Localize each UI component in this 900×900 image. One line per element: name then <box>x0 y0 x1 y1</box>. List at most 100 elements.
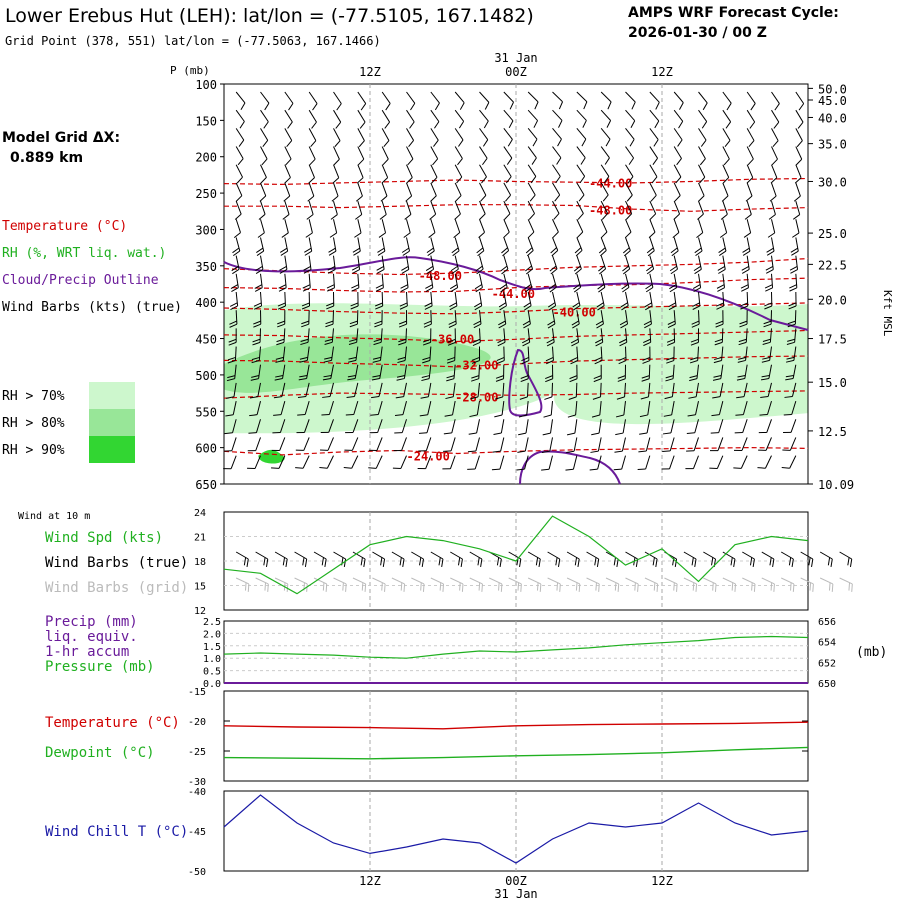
wind-tick-label: 24 <box>194 508 206 519</box>
wind-barb-feather <box>471 378 479 382</box>
wind-barb-feather <box>781 466 790 469</box>
wind-tick-label: 18 <box>194 557 206 568</box>
wind-barb-feather <box>473 323 482 329</box>
wind-barb-feather <box>471 375 480 379</box>
wind-barb-feather <box>721 195 729 202</box>
wind-barb-feather <box>495 396 503 400</box>
wind-barb-feather <box>451 247 459 254</box>
wind-barb-feather <box>689 360 698 364</box>
wind-barb-feather <box>471 356 480 361</box>
wind-barb-feather <box>300 338 309 342</box>
wind-barb-grid <box>508 577 522 585</box>
wind-barb-feather <box>688 396 697 399</box>
wind-barb-feather <box>750 103 756 111</box>
wind-barb-feather <box>277 323 285 328</box>
wind-barb-feather <box>401 265 409 271</box>
wind-barb-feather <box>399 302 408 307</box>
wind-barb-feather <box>790 269 798 274</box>
wind-barb <box>379 346 383 361</box>
wind-barb-true-feather <box>555 557 558 566</box>
wind-barb <box>552 255 558 270</box>
wind-barb <box>329 382 334 397</box>
wind-barb-feather <box>554 194 561 202</box>
wind-barb <box>600 255 607 270</box>
wind-barb-feather <box>279 265 287 271</box>
wind-barb <box>647 401 651 416</box>
wind-barb-feather <box>541 468 550 471</box>
wind-barb-feather <box>673 213 680 220</box>
wind-barb-feather <box>498 320 506 326</box>
wind-barb-true <box>274 551 288 560</box>
wind-barb <box>771 91 780 104</box>
rh-key-label: RH > 80% <box>2 416 65 431</box>
wind-barb-feather <box>311 121 317 129</box>
wind-barb-feather <box>520 378 529 383</box>
wind-barb <box>576 182 585 196</box>
wind-barb-grid-feather <box>753 583 756 592</box>
wind-barb-feather <box>327 266 336 271</box>
wind-barb-feather <box>496 360 505 365</box>
wind-barb-feather <box>767 232 776 238</box>
wind-barb-feather <box>638 450 647 453</box>
wind-barb-feather <box>740 305 748 310</box>
wind-barb-feather <box>275 375 284 378</box>
wind-barb <box>719 382 724 397</box>
temperature-contour-label: -44.00 <box>589 177 632 191</box>
wind-barb-feather <box>591 432 600 436</box>
wind-barb <box>503 91 514 103</box>
wind-barb <box>771 164 778 178</box>
wind-barb <box>526 401 529 416</box>
wind-barb <box>527 164 537 177</box>
wind-barb <box>330 364 334 379</box>
wind-barb-feather <box>568 396 577 400</box>
wind-barb-grid-feather <box>244 582 247 591</box>
wind-barb-feather <box>544 396 553 400</box>
wind-barb <box>694 419 699 433</box>
wind-barb <box>430 200 437 215</box>
wind-barb-feather <box>521 338 530 344</box>
wind-barb <box>406 109 415 123</box>
wind-barb-feather <box>651 176 658 184</box>
wind-barb-feather <box>476 247 484 254</box>
wind-barb-true <box>761 551 775 560</box>
wind-barb-feather <box>762 341 771 346</box>
wind-barb <box>795 219 800 234</box>
wind-barb <box>279 419 286 433</box>
wind-barb-feather <box>599 268 606 275</box>
wind-barb <box>746 164 754 178</box>
wind-barb <box>552 146 562 159</box>
wind-barb <box>308 128 317 141</box>
wind-barb <box>722 182 729 197</box>
wind-barb-feather <box>434 102 440 111</box>
wind-barb <box>552 200 560 214</box>
wind-barb <box>503 146 513 159</box>
wind-barb-feather <box>641 375 650 379</box>
wind-barb <box>697 346 699 361</box>
wind-barb-feather <box>618 360 627 365</box>
wind-barb-true-feather <box>652 557 655 566</box>
wind-barb-true-feather <box>827 557 831 566</box>
date-label-bottom: 31 Jan <box>494 887 537 900</box>
wind-barb <box>258 364 261 379</box>
wind-barb <box>232 400 237 415</box>
wind-barb-feather <box>375 284 384 289</box>
wind-barb-feather <box>714 338 723 343</box>
wind-barb-feather <box>617 378 626 382</box>
wind-barb <box>282 364 286 379</box>
wind-barb-feather <box>423 323 432 328</box>
wind-barb-true-feather <box>246 558 249 567</box>
wind-barb-feather <box>521 356 529 362</box>
wind-barb <box>673 291 677 306</box>
wind-barb <box>308 146 316 160</box>
wind-barb <box>479 237 485 251</box>
wind-barb <box>381 128 390 141</box>
wind-barb-feather <box>666 341 675 346</box>
wind-barb-feather <box>581 138 587 147</box>
wind-barb-feather <box>408 140 414 147</box>
wind-barb <box>698 146 706 159</box>
wind-barb-feather <box>774 103 780 111</box>
wind-barb-feather <box>399 305 408 310</box>
wind-barb-feather <box>518 432 527 436</box>
wind-barb-feather <box>224 432 233 435</box>
wind-barb-feather <box>505 176 512 184</box>
